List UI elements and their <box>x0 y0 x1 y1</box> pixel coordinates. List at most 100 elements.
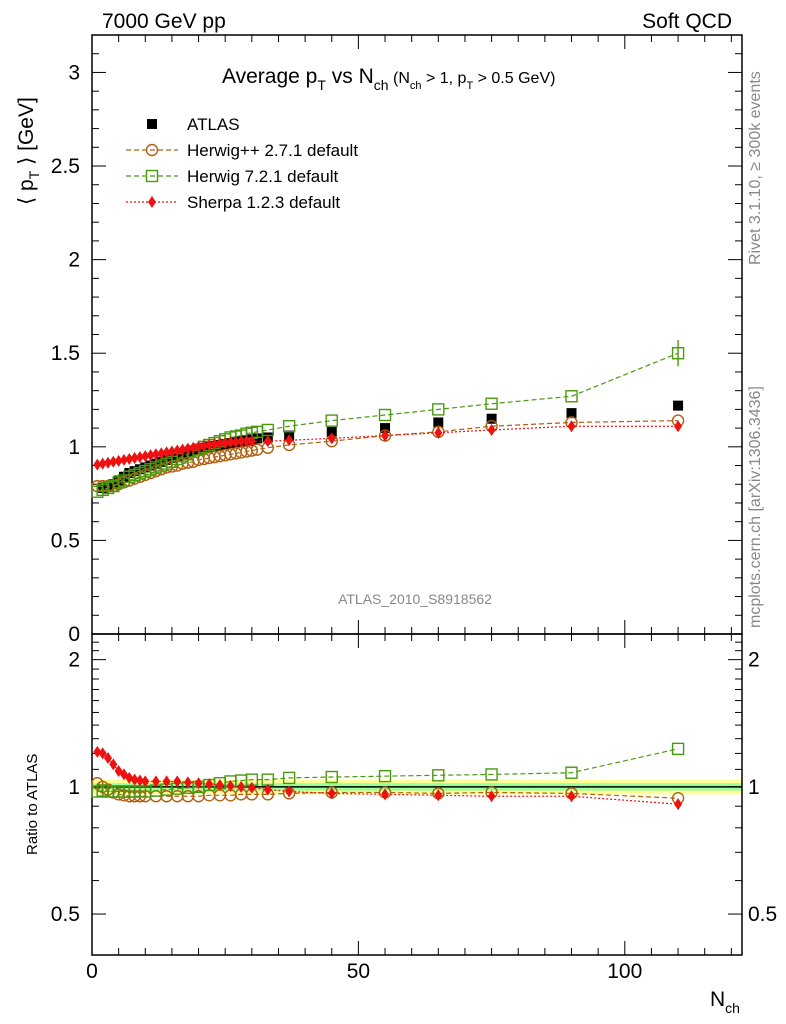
sherpa-ratio-point <box>135 774 144 787</box>
sherpa-point <box>93 458 102 471</box>
sherpa-point <box>178 443 187 456</box>
sherpa-ratio-point <box>215 779 224 792</box>
sherpa-point <box>242 435 251 448</box>
sherpa-point <box>189 441 198 454</box>
upper-y-tick-label: 2 <box>68 249 80 272</box>
atlas-point <box>380 423 391 434</box>
herwig7-point <box>325 414 338 427</box>
atlas-point <box>486 413 497 424</box>
sherpa-ratio-point <box>130 773 139 786</box>
sherpa-ratio-point <box>567 790 576 803</box>
sherpa-point <box>285 434 294 447</box>
chart-title: Average pT vs Nch (Nch > 1, pT > 0.5 GeV… <box>222 65 555 93</box>
sherpa-ratio-point <box>381 788 390 801</box>
sherpa-point <box>567 420 576 433</box>
sherpa-point <box>263 435 272 448</box>
sherpa-ratio-point <box>162 775 171 788</box>
herwig7-ratio-point <box>325 770 338 784</box>
sherpa-ratio-point <box>247 781 256 794</box>
lower-y-tick-label-right: 1 <box>748 776 760 799</box>
sherpa-point <box>125 452 134 465</box>
atlas-point <box>326 426 337 437</box>
sherpa-ratio-point <box>109 758 118 771</box>
x-tick-label: 100 <box>607 960 642 983</box>
sherpa-point <box>130 452 139 465</box>
sherpa-point <box>183 442 192 455</box>
sherpa-point <box>109 455 118 468</box>
sherpa-point <box>194 440 203 453</box>
sherpa-point <box>237 435 246 448</box>
sherpa-ratio-point <box>103 752 112 765</box>
lower-y-tick-label-right: 0.5 <box>748 903 777 926</box>
sherpa-legend-label: Sherpa 1.2.3 default <box>187 193 340 212</box>
sherpa-point <box>199 439 208 452</box>
sherpa-point <box>103 456 112 469</box>
sherpa-ratio-point <box>205 778 214 791</box>
herwig7-ratio-point <box>282 771 296 785</box>
sherpa-ratio-point <box>327 787 336 800</box>
sherpa-point <box>157 447 166 460</box>
legend: ATLAS Herwig++ 2.7.1 default Herwig 7.2.1 … <box>126 115 358 212</box>
herwig7-ratio-point <box>485 768 498 781</box>
lower-frame <box>91 633 743 956</box>
sherpa-ratio-point <box>674 798 683 811</box>
sherpa-ratio-point <box>226 779 235 792</box>
sherpa-ratio-point <box>263 783 272 796</box>
atlas-legend-label: ATLAS <box>187 115 240 134</box>
lower-y-axis-label: Ratio to ATLAS <box>24 754 41 855</box>
herwig7-ratio-point <box>565 766 578 779</box>
lower-plot: 0 50 100 0.5 0.5 1 1 2 2 <box>51 633 777 983</box>
sherpa-point <box>98 457 107 470</box>
analysis-watermark: ATLAS_2010_S8918562 <box>338 591 492 607</box>
sherpa-ratio-point <box>125 771 134 784</box>
sherpa-legend-marker <box>148 196 156 208</box>
herwig7-legend-marker <box>145 169 159 183</box>
sherpa-ratio-point <box>487 790 496 803</box>
upper-y-axis-label: ⟨ pT ⟩ [GeV] <box>15 97 42 205</box>
energy-label: 7000 GeV pp <box>102 10 226 33</box>
sherpa-point <box>167 445 176 458</box>
sherpa-ratio-point <box>173 775 182 788</box>
sherpa-point <box>381 429 390 442</box>
sherpa-point <box>151 448 160 461</box>
sherpa-point <box>247 435 256 448</box>
sherpa-point <box>114 454 123 467</box>
sherpa-ratio-point <box>434 789 443 802</box>
sherpa-point <box>226 436 235 449</box>
sherpa-point <box>434 426 443 439</box>
upper-y-tick-label: 3 <box>68 61 80 84</box>
sherpa-point <box>231 436 240 449</box>
upper-y-tick-label: 0 <box>68 623 80 646</box>
sherpa-point <box>674 420 683 433</box>
category-label: Soft QCD <box>642 10 732 33</box>
herwigpp-legend-marker <box>145 143 159 157</box>
sherpa-point <box>146 449 155 462</box>
sherpa-ratio-point <box>183 776 192 789</box>
sherpa-point <box>173 444 182 457</box>
atlas-point <box>673 400 684 411</box>
sherpa-point <box>135 451 144 464</box>
lower-y-tick-label: 0.5 <box>51 903 80 926</box>
herwig7-ratio-point <box>378 769 392 783</box>
herwig7-point <box>282 420 296 433</box>
sherpa-point <box>210 438 219 451</box>
upper-y-tick-label: 1.5 <box>51 342 80 365</box>
sherpa-ratio-point <box>151 775 160 788</box>
herwigpp-legend-label: Herwig++ 2.7.1 default <box>187 141 358 160</box>
atlas-point <box>566 408 577 419</box>
lower-y-tick-label: 2 <box>68 649 80 672</box>
x-tick-label: 50 <box>347 960 370 983</box>
sherpa-point <box>119 453 128 466</box>
sherpa-ratio-point <box>93 745 102 758</box>
herwig7-line <box>97 352 679 493</box>
atlas-point <box>433 417 444 428</box>
sherpa-point <box>487 423 496 436</box>
herwig7-point <box>378 408 392 422</box>
lower-y-tick-label-right: 2 <box>748 649 760 672</box>
herwig7-point <box>432 403 445 416</box>
upper-y-tick-label: 1 <box>68 436 80 459</box>
herwig7-point <box>565 390 578 403</box>
atlas-legend-marker <box>147 119 157 129</box>
sherpa-ratio-point <box>98 747 107 760</box>
